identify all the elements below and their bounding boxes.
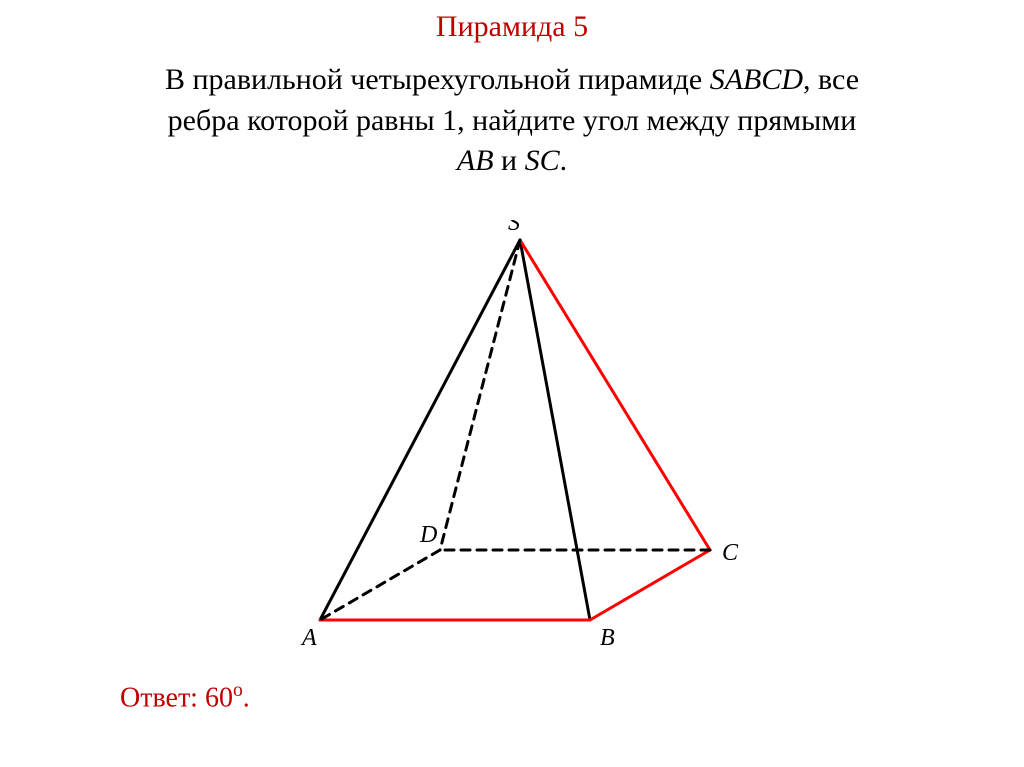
answer-value: 60	[205, 682, 233, 713]
vertex-label-A: A	[300, 625, 317, 650]
vertex-label-S: S	[508, 220, 520, 236]
answer-text: Ответ: 60o.	[120, 680, 250, 714]
answer-unit: o	[233, 680, 243, 701]
title-text: Пирамида 5	[436, 10, 588, 43]
answer-suffix: .	[243, 682, 250, 713]
slide-container: Пирамида 5 В правильной четырехугольной …	[0, 0, 1024, 767]
problem-line1-pre: В правильной четырехугольной пирамиде	[165, 63, 710, 96]
slide-title: Пирамида 5	[0, 10, 1024, 44]
problem-line1-post: , все	[803, 63, 859, 96]
vertex-label-C: C	[722, 540, 739, 566]
edge-SD	[440, 240, 520, 550]
vertex-label-B: B	[600, 625, 615, 650]
problem-line3-it1: AB	[457, 144, 494, 177]
edge-BC	[590, 550, 710, 620]
problem-line2: ребра которой равны 1, найдите угол межд…	[168, 104, 857, 137]
problem-statement: В правильной четырехугольной пирамиде SA…	[40, 60, 984, 182]
problem-line3-post: .	[560, 144, 568, 177]
problem-line3-it2: SC	[525, 144, 560, 177]
problem-line1-it1: SABCD	[710, 63, 803, 96]
problem-line3-mid: и	[494, 144, 525, 177]
pyramid-diagram: S A B C D	[270, 220, 750, 650]
answer-prefix: Ответ:	[120, 682, 205, 713]
vertex-label-D: D	[419, 522, 437, 548]
